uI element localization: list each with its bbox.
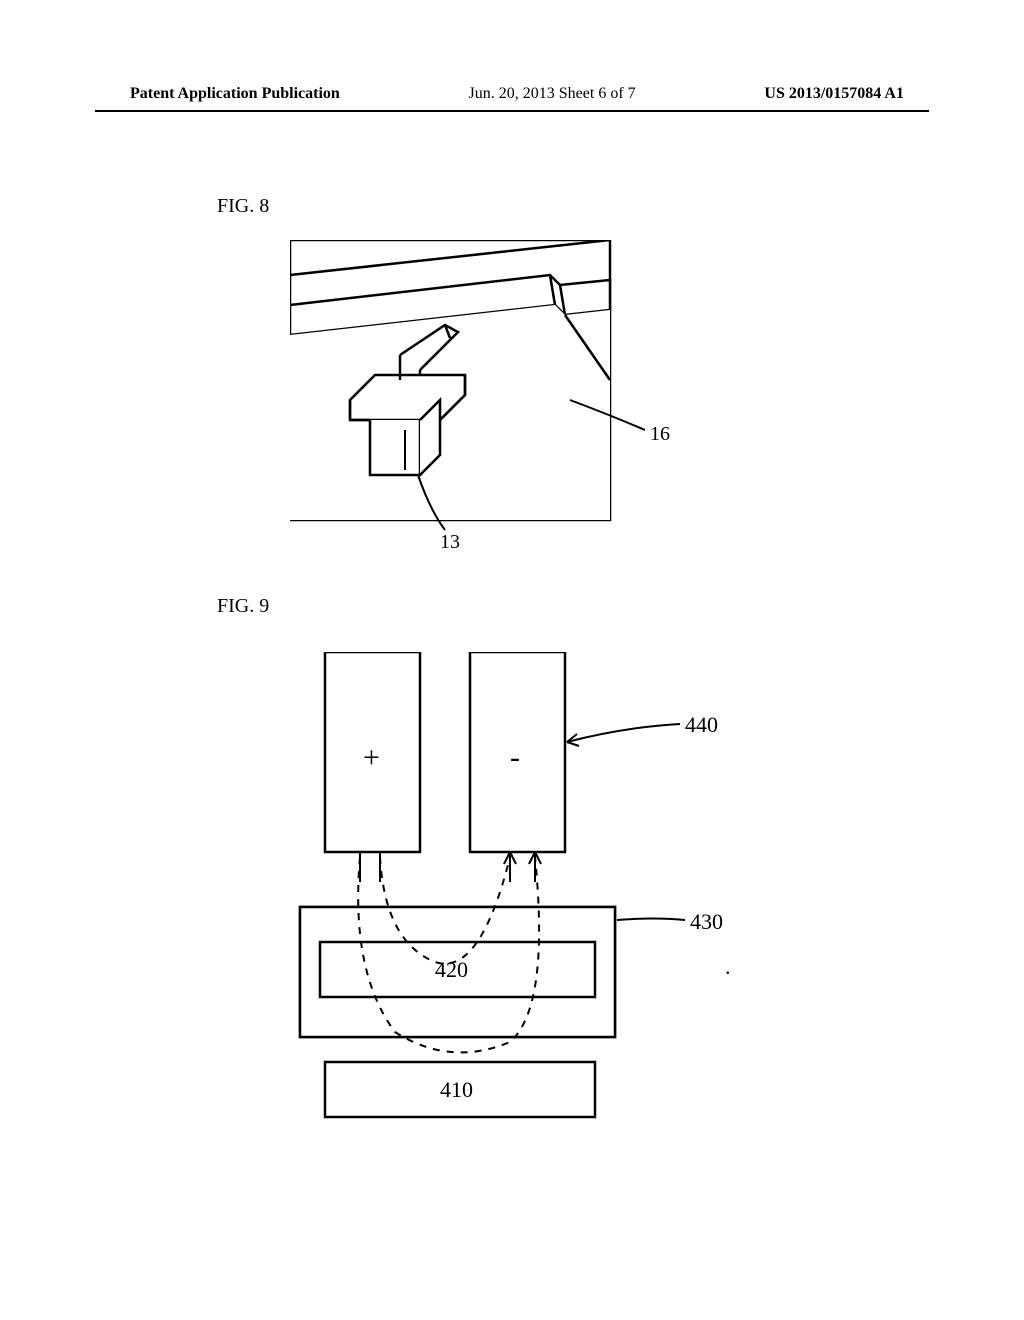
ref-410: 410	[440, 1077, 473, 1102]
figure-8: 16 13	[290, 240, 655, 520]
ref-13: 13	[440, 531, 460, 550]
ref-16: 16	[650, 423, 670, 445]
ref-440: 440	[685, 712, 718, 737]
stray-dot: .	[725, 954, 731, 979]
header-divider	[95, 110, 929, 112]
ref-430: 430	[690, 909, 723, 934]
terminal-negative: -	[510, 741, 520, 774]
page-header: Patent Application Publication Jun. 20, …	[0, 85, 1024, 103]
header-publication: Patent Application Publication	[130, 85, 340, 103]
figure-9-svg: + - 440 420 430 .	[285, 652, 785, 1132]
figure-8-label: FIG. 8	[217, 195, 269, 218]
header-patent-number: US 2013/0157084 A1	[764, 85, 904, 103]
figure-9: + - 440 420 430 .	[285, 652, 735, 1127]
terminal-positive: +	[363, 741, 380, 774]
ref-420: 420	[435, 957, 468, 982]
figure-9-label: FIG. 9	[217, 595, 269, 618]
header-date-sheet: Jun. 20, 2013 Sheet 6 of 7	[469, 85, 636, 103]
figure-8-svg: 16 13	[290, 240, 690, 550]
